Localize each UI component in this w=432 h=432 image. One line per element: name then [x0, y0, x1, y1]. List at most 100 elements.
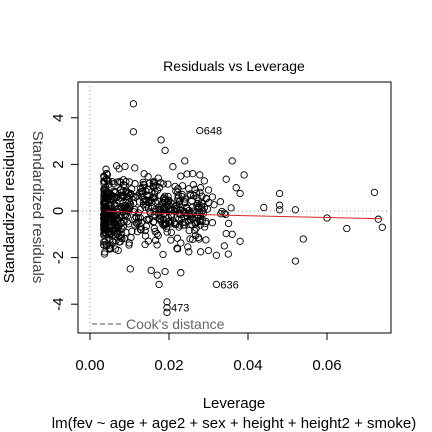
data-point [101, 202, 109, 210]
data-point [173, 244, 181, 252]
data-point [160, 215, 168, 224]
data-point [212, 280, 221, 289]
data-point [153, 241, 161, 249]
data-point [126, 265, 134, 273]
data-point [101, 183, 110, 191]
data-point [173, 206, 181, 214]
data-point [165, 196, 173, 205]
data-point [155, 280, 163, 289]
data-point [115, 238, 123, 246]
data-point [100, 224, 108, 232]
data-point [150, 217, 158, 226]
data-point [117, 178, 125, 187]
data-point [194, 233, 203, 242]
data-point [167, 236, 175, 244]
data-point [112, 224, 120, 232]
data-point [202, 236, 210, 244]
data-point [291, 206, 300, 214]
data-point [167, 199, 175, 207]
data-point [260, 203, 268, 212]
data-point [185, 248, 193, 256]
data-point [128, 227, 136, 235]
point-label-648: 648 [204, 126, 222, 138]
smooth-line [105, 210, 383, 220]
data-point [114, 246, 122, 255]
data-point [117, 193, 125, 201]
data-point [131, 215, 139, 223]
data-point [167, 228, 176, 237]
data-point [106, 227, 114, 235]
data-point [184, 243, 192, 251]
data-point [163, 308, 171, 317]
data-point [174, 191, 182, 200]
data-point [291, 257, 300, 265]
data-point [105, 178, 113, 186]
y-axis-label: Standardized residuals [1, 131, 18, 284]
data-point [177, 172, 185, 180]
data-point [161, 146, 169, 155]
data-point [208, 219, 217, 227]
data-point [109, 208, 117, 217]
legend-label: Cook's distance [126, 316, 225, 332]
point-labels: 648 636 473 [171, 126, 239, 315]
data-point [196, 171, 204, 179]
data-point [204, 186, 213, 194]
x-axis-label: Leverage [203, 395, 266, 412]
data-point [374, 215, 382, 223]
chart-title: Residuals vs Leverage [163, 58, 305, 74]
data-point [177, 239, 185, 247]
x-tick-label: 0.06 [312, 357, 341, 374]
data-point [114, 227, 122, 236]
data-point [147, 266, 155, 275]
data-point [343, 224, 351, 233]
y-tick-label: -2 [50, 251, 67, 264]
data-point [195, 209, 203, 217]
data-point [236, 237, 244, 245]
data-point [185, 206, 193, 215]
data-point [138, 187, 147, 196]
data-point [100, 250, 109, 258]
y-tick-label: -4 [50, 298, 67, 311]
data-point [203, 205, 212, 213]
data-point [193, 201, 201, 210]
data-point [173, 234, 182, 242]
data-point [199, 209, 208, 218]
data-point [275, 206, 284, 214]
data-point [228, 157, 236, 165]
data-point [232, 184, 240, 192]
data-point [228, 230, 236, 238]
data-point [151, 194, 159, 202]
data-point [178, 182, 187, 190]
data-point [275, 201, 284, 209]
data-point [102, 169, 111, 178]
data-point [222, 229, 230, 238]
data-point [101, 238, 109, 246]
data-point [102, 194, 110, 202]
data-point [132, 213, 140, 221]
data-point [100, 222, 108, 230]
data-point [188, 197, 196, 205]
data-point [114, 208, 122, 217]
data-point [171, 220, 179, 229]
data-point [224, 219, 233, 228]
data-point [169, 163, 177, 171]
data-point [133, 228, 142, 236]
data-point [220, 209, 228, 217]
x-tick-label: 0.00 [75, 357, 104, 374]
data-point [124, 188, 133, 197]
data-point [370, 188, 379, 197]
data-point [105, 217, 113, 226]
data-point [164, 180, 172, 188]
data-point [138, 192, 146, 200]
data-point [196, 126, 204, 135]
data-point [153, 271, 161, 279]
data-point [191, 227, 199, 235]
data-point [107, 223, 115, 231]
data-point [163, 298, 171, 306]
data-point [200, 223, 209, 231]
data-point [133, 218, 141, 227]
data-point [143, 191, 152, 200]
x-axis: 0.00 0.02 0.04 0.06 [75, 332, 342, 374]
data-point [204, 246, 213, 255]
